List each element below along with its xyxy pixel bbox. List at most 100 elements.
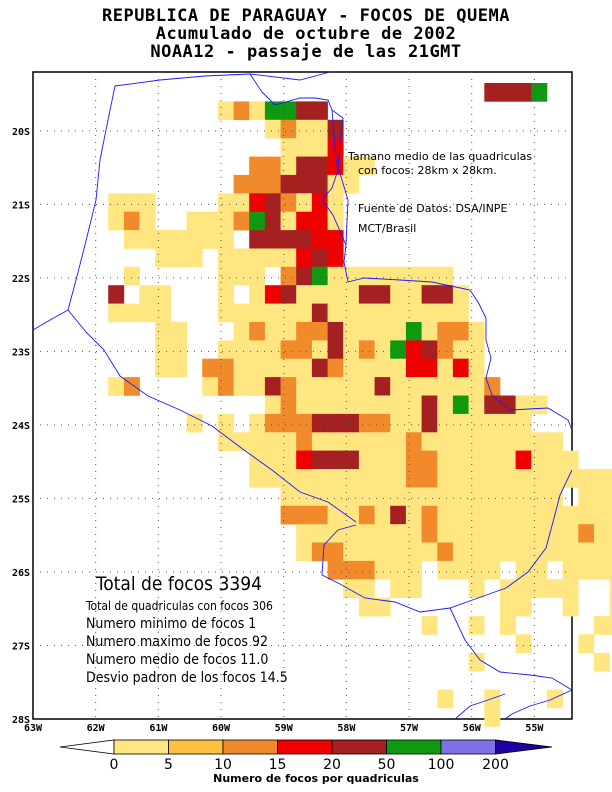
- fire-cell: [358, 432, 375, 451]
- fire-cell: [562, 597, 579, 617]
- colorbar-label: 200: [482, 757, 509, 773]
- fire-cell: [358, 377, 375, 396]
- fire-cell: [139, 230, 156, 249]
- fire-cell: [327, 542, 344, 562]
- fire-cell: [468, 413, 485, 433]
- fire-cell: [358, 542, 375, 562]
- fire-cell: [515, 487, 532, 507]
- fire-cell: [499, 432, 516, 451]
- fire-cell: [296, 340, 313, 360]
- fire-cell: [296, 505, 313, 525]
- fire-cell: [374, 524, 391, 543]
- fire-cell: [249, 101, 266, 121]
- fire-cell: [327, 119, 344, 139]
- fire-cell: [593, 524, 610, 543]
- fire-cell: [358, 322, 375, 341]
- fire-cell: [593, 487, 610, 507]
- fire-cell: [123, 377, 140, 396]
- fire-cell: [296, 377, 313, 396]
- fire-cell: [280, 285, 297, 304]
- fire-cell: [280, 248, 297, 268]
- fire-cell: [499, 83, 516, 102]
- fire-cell: [296, 138, 313, 157]
- fire-cell: [327, 413, 344, 433]
- fire-cell: [343, 377, 360, 396]
- fire-cell: [280, 174, 297, 194]
- fire-cell: [217, 432, 234, 451]
- fire-cell: [280, 505, 297, 525]
- cell-size-note-line1: Tamano medio de las quadriculas: [347, 150, 532, 163]
- fire-cell: [374, 450, 391, 470]
- fire-cell: [499, 413, 516, 433]
- fire-cell: [515, 432, 532, 451]
- fire-cell: [374, 322, 391, 341]
- fire-cell: [343, 322, 360, 341]
- colorbar-swatch: [386, 739, 442, 755]
- fire-cell: [358, 156, 375, 176]
- fire-cell: [421, 303, 438, 323]
- fire-cell: [249, 303, 266, 323]
- fire-cell: [421, 413, 438, 433]
- fire-cell: [452, 322, 469, 341]
- fire-cell: [249, 322, 266, 341]
- stats-total: Total de focos 3394: [95, 573, 262, 595]
- lat-tick-label: 25S: [12, 494, 30, 505]
- fire-cell: [217, 358, 234, 378]
- fire-cell: [390, 487, 407, 507]
- fire-cell: [374, 597, 391, 617]
- fire-cell: [499, 395, 516, 415]
- country-borders: [32, 71, 573, 720]
- fire-cell: [311, 174, 328, 194]
- fire-cell: [609, 579, 612, 598]
- fire-cell: [249, 156, 266, 176]
- fire-cell: [280, 340, 297, 360]
- fire-cell: [264, 432, 281, 451]
- fire-cell: [217, 303, 234, 323]
- fire-cell: [405, 469, 422, 488]
- fire-cell: [343, 432, 360, 451]
- fire-cell: [358, 487, 375, 507]
- fire-cell: [296, 413, 313, 433]
- lon-tick-label: 63W: [24, 723, 43, 734]
- bolivia-border-north: [67, 85, 116, 311]
- fire-cell: [280, 487, 297, 507]
- fire-cell: [249, 174, 266, 194]
- fire-cell: [452, 340, 469, 360]
- fire-cell: [327, 322, 344, 341]
- fire-cell: [468, 652, 485, 672]
- fire-cell: [405, 487, 422, 507]
- fire-cell: [343, 542, 360, 562]
- lon-tick-label: 61W: [149, 723, 168, 734]
- fire-cell: [108, 193, 125, 212]
- fire-cell: [264, 156, 281, 176]
- fire-cell: [233, 211, 250, 231]
- fire-cell: [139, 211, 156, 231]
- fire-cell: [421, 450, 438, 470]
- fire-cell: [405, 524, 422, 543]
- fire-cell: [468, 579, 485, 598]
- fire-cell: [249, 193, 266, 212]
- fire-cell: [468, 616, 485, 635]
- fire-cell: [374, 377, 391, 396]
- fire-cell: [562, 505, 579, 525]
- fire-cell: [468, 542, 485, 562]
- fire-cell: [405, 358, 422, 378]
- fire-cell: [311, 358, 328, 378]
- fire-cell: [296, 156, 313, 176]
- bolivia-brazil-border: [249, 71, 331, 81]
- fire-cell: [170, 322, 187, 341]
- fire-cell: [186, 230, 203, 249]
- fire-cell: [452, 524, 469, 543]
- parana-river: [321, 469, 573, 613]
- fire-cell: [139, 285, 156, 304]
- fire-cell: [280, 469, 297, 488]
- fire-cell: [280, 432, 297, 451]
- fire-cell: [217, 193, 234, 212]
- fire-cell: [593, 469, 610, 488]
- fire-cell: [468, 469, 485, 488]
- fire-cell: [515, 597, 532, 617]
- fire-cell: [421, 266, 438, 286]
- map-title: REPUBLICA DE PARAGUAY - FOCOS DE QUEMA: [102, 6, 510, 26]
- fire-cell: [311, 211, 328, 231]
- fire-cell: [374, 560, 391, 580]
